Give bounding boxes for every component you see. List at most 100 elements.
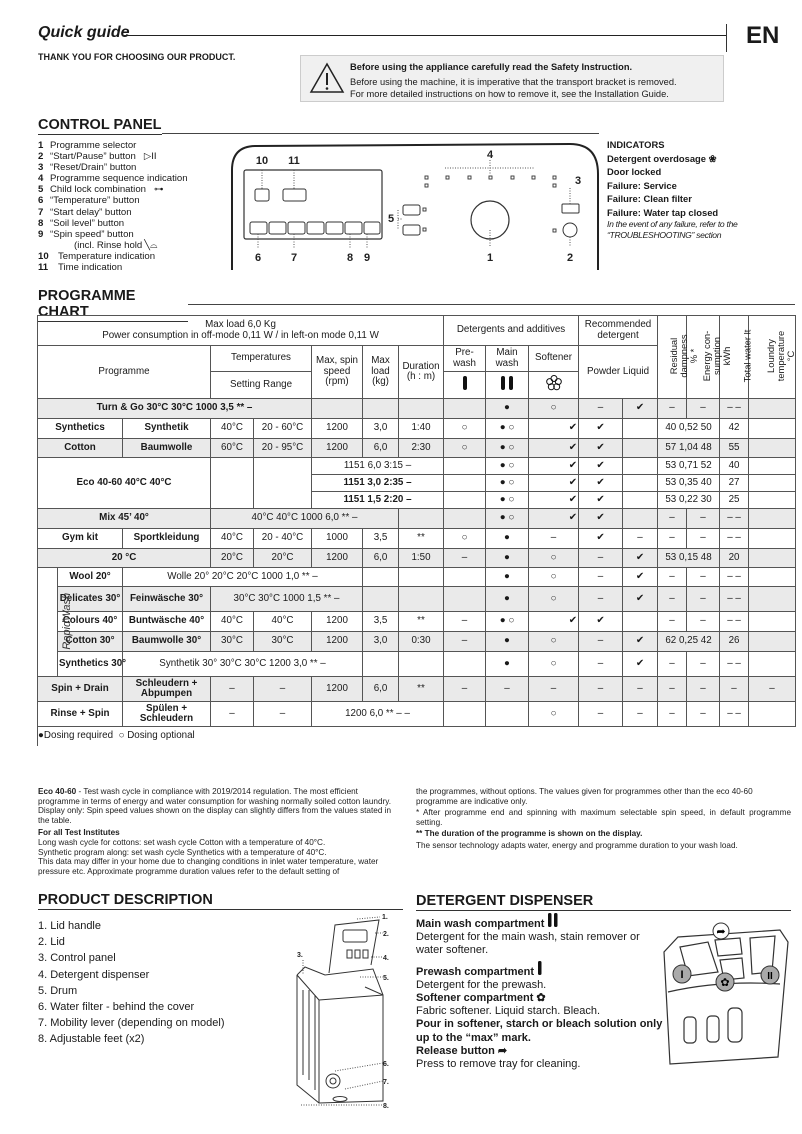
chart-cell: –: [578, 548, 624, 568]
mainwash-icon: [548, 913, 558, 927]
control-panel-item: 1 Programme selector: [38, 140, 188, 151]
chart-cell: –: [443, 548, 486, 568]
chart-cell: 3,0: [362, 631, 399, 652]
softener-header: Softener: [527, 345, 580, 372]
footnote-text: The sensor technology adapts water, ener…: [416, 840, 738, 850]
chart-cell: 1200: [311, 548, 363, 568]
item-label: “Soil level” button: [50, 217, 125, 229]
chart-cell: ○: [527, 631, 580, 652]
chart-cell: [443, 508, 486, 529]
release-title: Release button: [416, 1044, 495, 1057]
product-part-item: 6. Water filter - behind the cover: [38, 1001, 195, 1014]
chart-cell: –: [657, 586, 688, 612]
product-part-item: 4. Detergent dispenser: [38, 968, 150, 981]
chart-cell: 40°C: [210, 418, 254, 439]
chart-cell: ✔: [622, 586, 659, 612]
overdosage-icon: ❀: [706, 152, 717, 164]
item-number: 3: [38, 162, 44, 174]
chart-cell: [748, 701, 797, 727]
chart-cell: 1151 3,0 2:35 –: [311, 474, 444, 492]
chart-cell: 42: [719, 418, 750, 439]
chart-cell: [748, 508, 797, 529]
detergent-dispenser-text: Main wash compartment Detergent for the …: [416, 913, 666, 1071]
product-part-item: 5. Drum: [38, 984, 78, 997]
chart-cell: 20 °C: [37, 548, 211, 568]
indicator-item: Detergent overdosage ❀: [607, 152, 757, 166]
control-panel-item: 3 “Reset/Drain” button: [38, 162, 188, 173]
chart-cell: [748, 528, 797, 549]
chart-cell: –: [657, 701, 688, 727]
chart-cell: –: [622, 528, 659, 549]
footnote-text: * After programme end and spinning with …: [416, 808, 791, 827]
programme-row: Cotton 30° Baumwolle 30° 30°C 30°C 1200 3,0 0:…: [38, 631, 797, 652]
reset-drain-button[interactable]: [561, 203, 580, 214]
chart-cell: [622, 418, 659, 439]
chart-cell: –: [443, 676, 486, 702]
chart-cell: Wolle 20° 20°C 20°C 1000 1,0 ** –: [122, 567, 363, 587]
product-description-heading: PRODUCT DESCRIPTION: [38, 892, 403, 910]
programme-selector-knob[interactable]: [470, 200, 510, 240]
chart-cell: [748, 438, 797, 458]
warning-line: For more detailed instructions on how to…: [350, 89, 669, 99]
chart-cell: –: [719, 676, 750, 702]
chart-cell: –: [748, 676, 797, 702]
part-callout: 1.: [382, 914, 388, 921]
diagram-callout: 10: [256, 155, 268, 167]
chart-cell: ✔: [578, 457, 624, 475]
release-text: Press to remove tray for cleaning.: [416, 1058, 581, 1071]
load-header: Max load (kg): [362, 345, 399, 399]
item-label: Programme selector: [50, 140, 137, 151]
chart-cell: [748, 398, 797, 419]
eco-text: - Test wash cycle in compliance with 201…: [38, 787, 392, 825]
chart-cell: 30°C: [210, 631, 254, 652]
part-callout: 5.: [383, 975, 389, 982]
programme-row: Synthetics Synthetik 40°C 20 - 60°C 1200 3,0 1…: [37, 418, 797, 439]
diagram-callout: 4: [487, 149, 494, 161]
chart-cell: 30°C 30°C 1000 1,5 ** –: [210, 586, 363, 612]
chart-cell: 0:30: [398, 631, 444, 652]
start-pause-button[interactable]: [562, 222, 578, 238]
footnotes-left: Eco 40-60 - Test wash cycle in complianc…: [38, 787, 393, 876]
item-number: 10: [38, 250, 49, 262]
release-arrow-icon: ➦: [716, 926, 725, 938]
chart-cell: –: [686, 508, 721, 529]
chart-cell: ● ○: [485, 611, 529, 632]
chart-cell: [210, 457, 254, 509]
main-wash-text: Detergent for the main wash, stain remov…: [416, 931, 640, 957]
power-consumption-text: Power consumption in off-mode 0,11 W / i…: [102, 329, 379, 341]
dispenser-illustration: ➦ I ✿ II: [663, 922, 789, 1065]
programme-row: Cotton Baumwolle 60°C 20 - 95°C 1200 6,0 2:30 ○…: [37, 438, 797, 458]
indicator-item: Failure: Water tap closed: [607, 206, 757, 220]
max-load-text: Max load 6,0 Kg: [205, 319, 276, 330]
chart-cell: 20 - 60°C: [253, 418, 312, 439]
chart-cell: Synthetics: [37, 418, 123, 439]
dosing-required-icon: ●: [38, 730, 44, 741]
function-buttons[interactable]: [249, 221, 381, 235]
chart-cell: ● ○: [485, 491, 529, 509]
chart-cell: Baumwolle: [122, 438, 211, 458]
detergent-dispenser-heading: DETERGENT DISPENSER: [416, 893, 791, 911]
chart-cell: [622, 474, 659, 492]
chart-cell: [443, 457, 486, 475]
item-label: “Start delay” button: [50, 206, 132, 218]
indicator-label: Failure: Water tap closed: [607, 206, 719, 218]
diagram-callout: 9: [364, 252, 370, 264]
footnote-text: the programmes, without options. The val…: [416, 787, 753, 806]
chart-cell: –: [578, 701, 624, 727]
chart-cell: Synthetics 30°: [57, 651, 126, 677]
temperature-indication: [254, 188, 270, 202]
chart-cell: 6,0: [362, 438, 399, 458]
chart-cell: 1200: [311, 631, 363, 652]
chart-cell: Spülen + Schleudern: [122, 701, 211, 727]
part-callout: 4.: [383, 955, 389, 962]
child-lock-button-a[interactable]: [402, 204, 421, 216]
chart-cell: ✔: [527, 491, 580, 509]
programme-header: Programme: [37, 345, 211, 399]
chart-cell: –: [210, 676, 254, 702]
child-lock-button-b[interactable]: [402, 224, 421, 236]
mainwash-header: Main wash: [485, 345, 529, 372]
chart-cell: Schleudern + Abpumpen: [122, 676, 211, 702]
chart-cell: ○: [527, 398, 580, 419]
chart-cell: –: [657, 567, 688, 587]
chart-cell: ○: [527, 586, 580, 612]
